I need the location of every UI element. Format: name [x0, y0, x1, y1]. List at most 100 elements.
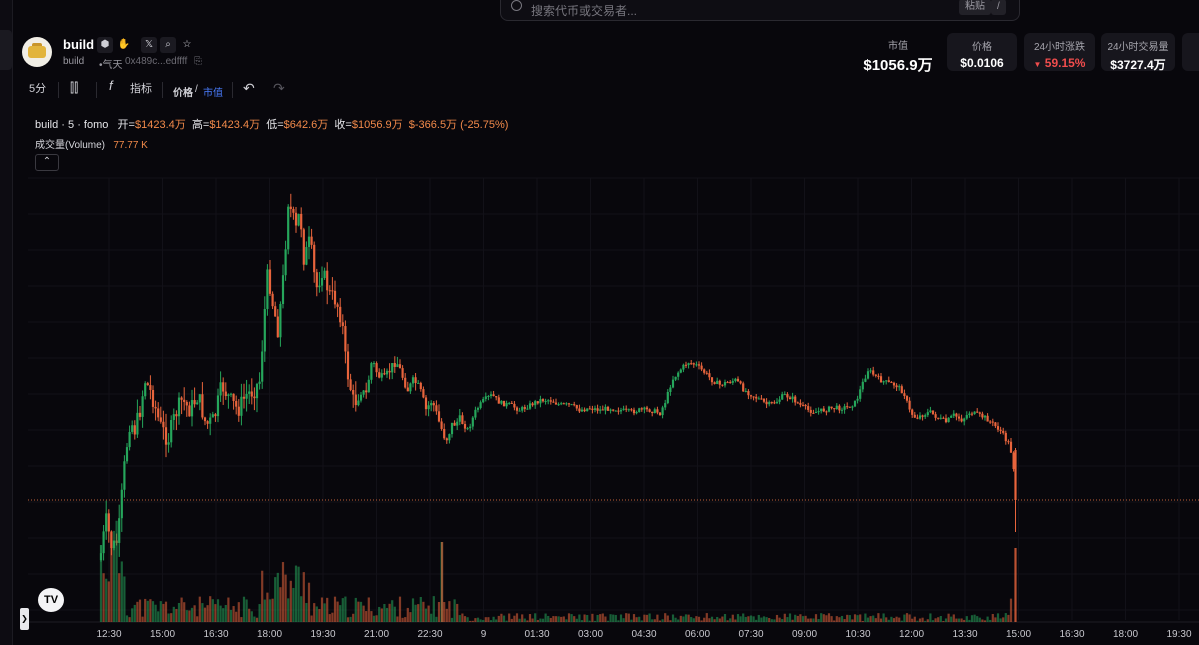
- volume-bar: [825, 615, 828, 622]
- undo-icon[interactable]: ↶: [243, 80, 255, 96]
- volume-bar: [755, 619, 758, 622]
- volume-bar: [297, 566, 300, 622]
- volume-bar: [885, 617, 888, 622]
- volume-bar: [185, 610, 188, 622]
- volume-bar: [162, 603, 165, 622]
- mcap-toggle[interactable]: 市值: [203, 88, 223, 99]
- candle-body: [609, 409, 612, 411]
- candle-body: [190, 400, 194, 417]
- volume-bar: [955, 618, 958, 622]
- expand-side-panel-button[interactable]: ❯: [20, 608, 29, 630]
- volume-bar: [196, 616, 199, 622]
- candle-body: [235, 400, 238, 407]
- candle-type-icon[interactable]: ⫿⫿: [70, 80, 79, 95]
- volume-bar: [266, 592, 269, 622]
- volume-bar: [474, 618, 477, 622]
- volume-bar: [102, 573, 105, 622]
- more-stats-tab[interactable]: [1182, 33, 1199, 71]
- volume-bar: [791, 619, 794, 622]
- candle-body: [736, 378, 740, 382]
- volume-bar: [453, 599, 456, 622]
- volume-bar: [710, 616, 714, 622]
- candle-body: [773, 402, 776, 404]
- candle-body: [695, 364, 698, 366]
- volume-bar: [305, 602, 308, 622]
- volume-bar: [141, 616, 144, 622]
- candle-body: [830, 406, 833, 409]
- volume-bar: [435, 616, 438, 622]
- candle-body: [297, 213, 300, 226]
- candle-body: [133, 425, 136, 435]
- toolbar-divider: [162, 82, 163, 98]
- volume-bar: [921, 617, 924, 622]
- volume-bar: [599, 614, 602, 622]
- volume-bar: [1004, 613, 1007, 622]
- candle-body: [209, 417, 212, 424]
- volume-bar: [957, 618, 961, 622]
- chain-icon[interactable]: ⬢: [97, 37, 113, 53]
- price-toggle[interactable]: 价格: [173, 88, 193, 99]
- candle-body: [393, 363, 396, 367]
- candle-body: [250, 391, 253, 397]
- favorite-star-icon[interactable]: ☆: [182, 39, 192, 50]
- volume-bar: [294, 565, 298, 622]
- volume-bar: [812, 618, 815, 622]
- volume-bar: [193, 605, 196, 622]
- volume-bar: [248, 608, 251, 622]
- candle-body: [690, 363, 693, 365]
- candle-body: [679, 369, 682, 373]
- search-token-icon[interactable]: ⌕: [160, 37, 176, 53]
- candle-body: [716, 380, 719, 384]
- candle-body: [978, 412, 981, 414]
- volume-bar: [679, 615, 682, 622]
- candle-body: [991, 421, 994, 423]
- x-axis-tick-label: 09:00: [792, 629, 817, 640]
- copy-icon[interactable]: ⎘: [194, 56, 202, 67]
- volume-bar: [612, 614, 615, 622]
- volume-bar: [690, 617, 693, 622]
- candle-body: [471, 417, 474, 427]
- candle-body: [261, 351, 264, 382]
- indicators-button[interactable]: 指标: [130, 83, 152, 95]
- volume-bar: [146, 600, 149, 622]
- volume-bar: [648, 613, 651, 622]
- volume-bar: [469, 620, 472, 622]
- volume-bar: [614, 614, 617, 622]
- candle-body: [328, 290, 331, 292]
- candle-body: [383, 373, 386, 375]
- volume-bar: [170, 613, 173, 622]
- redo-icon[interactable]: ↷: [273, 80, 285, 96]
- search-bar[interactable]: 搜索代币或交易者... 粘贴 /: [500, 0, 1020, 21]
- candle-body: [573, 404, 576, 406]
- token-category: •气天: [99, 60, 123, 71]
- candle-body: [380, 373, 383, 378]
- volume-bar: [289, 580, 292, 622]
- candle-body: [229, 393, 233, 395]
- volume-bar: [970, 615, 974, 622]
- x-twitter-icon[interactable]: 𝕏: [141, 37, 157, 53]
- function-icon[interactable]: f: [109, 78, 113, 93]
- volume-bar: [731, 614, 734, 622]
- volume-bar: [588, 620, 591, 622]
- volume-bar: [625, 613, 628, 622]
- volume-bar: [307, 582, 311, 622]
- volume-bar: [136, 601, 139, 622]
- candle-body: [151, 389, 155, 407]
- candle-body: [768, 402, 771, 405]
- candle-body: [809, 409, 812, 413]
- volume-bar: [913, 616, 916, 622]
- interval-button[interactable]: 5分: [29, 83, 47, 95]
- collapse-legend-button[interactable]: ⌃: [35, 154, 59, 171]
- candle-body: [838, 405, 841, 411]
- candle-body: [965, 415, 968, 419]
- contract-address[interactable]: 0x489c...edffff: [125, 56, 188, 67]
- candle-body: [957, 416, 961, 419]
- candle-body: [219, 382, 222, 396]
- candle-body: [955, 413, 958, 417]
- left-edge-tab[interactable]: [0, 30, 12, 70]
- candle-body: [404, 377, 407, 388]
- volume-bar: [942, 620, 945, 622]
- left-edge-panel: [0, 0, 13, 645]
- candle-body: [271, 293, 274, 307]
